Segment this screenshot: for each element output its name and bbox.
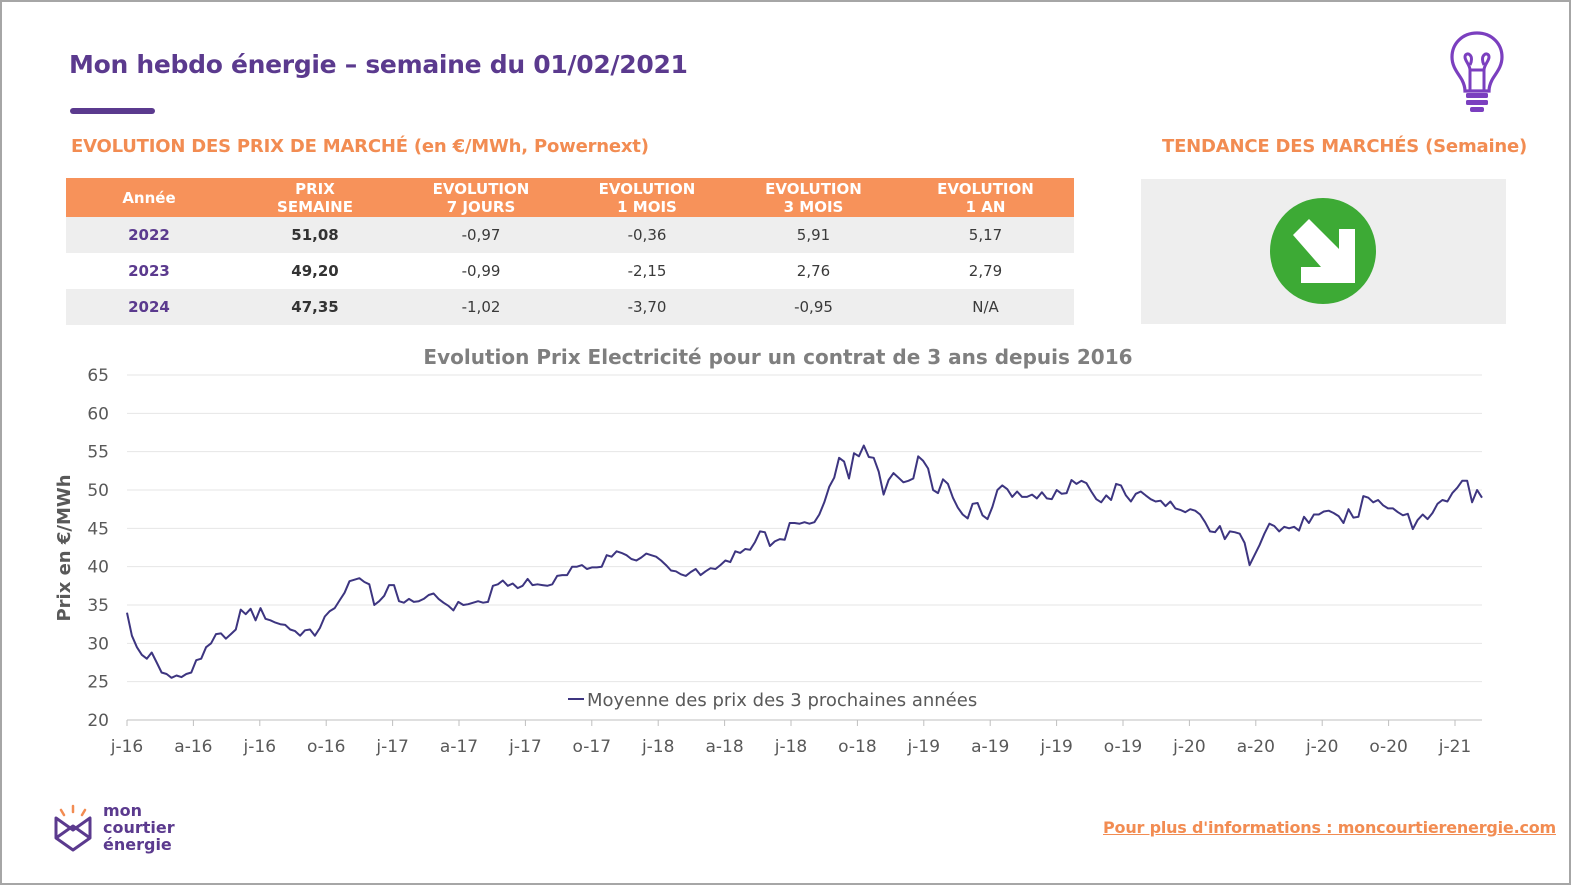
table-row: 2023 49,20 -0,99 -2,15 2,76 2,79 — [66, 253, 1074, 289]
chart-x-axis: j-16 a-16 j-16 o-16 j-17 a-17 j-17 o-17 j-18 a-18… — [110, 719, 1482, 757]
x-tick-label: a-17 — [440, 737, 478, 757]
market-prices-heading-light: (en €/MWh, Powernext) — [413, 136, 649, 157]
cell-evolution-1-year: N/A — [897, 289, 1074, 325]
series-line — [126, 444, 1483, 679]
x-tick-label: j-19 — [907, 737, 941, 757]
col-header-7-days: EVOLUTION 7 JOURS — [398, 178, 564, 217]
y-tick-label: 20 — [87, 711, 109, 731]
cell-evolution-1-year: 5,17 — [897, 217, 1074, 253]
x-tick-label: a-16 — [174, 737, 212, 757]
table-header-row: Année PRIX SEMAINE EVOLUTION 7 JOURS EVOLU… — [66, 178, 1074, 217]
y-tick-label: 45 — [87, 519, 109, 539]
cell-evolution-3-months: 2,76 — [730, 253, 897, 289]
cell-evolution-7-days: -0,99 — [398, 253, 564, 289]
trend-panel — [1141, 179, 1506, 324]
cell-evolution-1-month: -2,15 — [564, 253, 730, 289]
chart-y-axis-label: Prix en €/MWh — [54, 474, 75, 621]
chart-y-tick-labels: 20 25 30 35 40 45 50 55 60 65 — [87, 366, 109, 731]
y-tick-label: 50 — [87, 481, 109, 501]
cell-price: 51,08 — [232, 217, 398, 253]
x-tick-label: j-17 — [375, 737, 409, 757]
y-tick-label: 55 — [87, 443, 109, 463]
cell-evolution-3-months: -0,95 — [730, 289, 897, 325]
trend-heading: TENDANCE DES MARCHÉS (Semaine) — [1162, 136, 1527, 157]
legend-label: Moyenne des prix des 3 prochaines années — [587, 690, 977, 711]
y-tick-label: 25 — [87, 673, 109, 693]
x-tick-label: o-17 — [573, 737, 611, 757]
cell-evolution-1-year: 2,79 — [897, 253, 1074, 289]
brand-name: mon courtier énergie — [103, 802, 175, 853]
down-right-arrow-icon — [1270, 198, 1376, 304]
market-prices-table: Année PRIX SEMAINE EVOLUTION 7 JOURS EVOLU… — [66, 178, 1074, 325]
brand-line-1: mon — [103, 801, 143, 820]
x-tick-label: j-19 — [1039, 737, 1073, 757]
x-tick-label: o-19 — [1104, 737, 1142, 757]
x-tick-label: a-20 — [1237, 737, 1275, 757]
y-tick-label: 60 — [87, 404, 109, 424]
cell-evolution-1-month: -0,36 — [564, 217, 730, 253]
trend-heading-strong: TENDANCE DES MARCHÉS — [1162, 136, 1420, 157]
more-info-link[interactable]: Pour plus d'informations : moncourtieren… — [1103, 818, 1556, 837]
chart-title: Evolution Prix Electricité pour un contr… — [423, 345, 1132, 369]
cell-price: 47,35 — [232, 289, 398, 325]
y-tick-label: 65 — [87, 366, 109, 386]
brand-logo-icon — [54, 804, 92, 852]
col-header-1-year: EVOLUTION 1 AN — [897, 178, 1074, 217]
brand-line-3: énergie — [103, 835, 172, 854]
col-header-year: Année — [66, 178, 232, 217]
price-chart: Evolution Prix Electricité pour un contr… — [54, 345, 1483, 757]
col-header-3-months: EVOLUTION 3 MOIS — [730, 178, 897, 217]
x-tick-label: j-21 — [1438, 737, 1472, 757]
col-header-price: PRIX SEMAINE — [232, 178, 398, 217]
cell-evolution-1-month: -3,70 — [564, 289, 730, 325]
brand-line-2: courtier — [103, 818, 175, 837]
x-tick-label: j-17 — [508, 737, 542, 757]
x-tick-label: j-20 — [1305, 737, 1339, 757]
cell-evolution-7-days: -0,97 — [398, 217, 564, 253]
market-prices-heading: EVOLUTION DES PRIX DE MARCHÉ (en €/MWh, … — [71, 136, 649, 157]
cell-price: 49,20 — [232, 253, 398, 289]
table-row: 2022 51,08 -0,97 -0,36 5,91 5,17 — [66, 217, 1074, 253]
cell-evolution-7-days: -1,02 — [398, 289, 564, 325]
chart-legend: Moyenne des prix des 3 prochaines années — [568, 690, 977, 711]
x-tick-label: a-18 — [706, 737, 744, 757]
y-tick-label: 30 — [87, 634, 109, 654]
cell-year: 2024 — [66, 289, 232, 325]
x-tick-label: j-20 — [1172, 737, 1206, 757]
x-tick-label: j-16 — [243, 737, 277, 757]
x-tick-label: a-19 — [971, 737, 1009, 757]
chart-gridlines — [127, 374, 1482, 683]
x-tick-label: o-18 — [838, 737, 876, 757]
chart-series — [126, 444, 1483, 679]
col-header-1-month: EVOLUTION 1 MOIS — [564, 178, 730, 217]
cell-year: 2023 — [66, 253, 232, 289]
market-prices-heading-strong: EVOLUTION DES PRIX DE MARCHÉ — [71, 136, 408, 157]
trend-heading-light: (Semaine) — [1425, 136, 1528, 157]
page-title: Mon hebdo énergie – semaine du 01/02/202… — [69, 50, 688, 79]
x-tick-label: o-16 — [307, 737, 345, 757]
table-row: 2024 47,35 -1,02 -3,70 -0,95 N/A — [66, 289, 1074, 325]
x-tick-label: j-16 — [110, 737, 144, 757]
cell-year: 2022 — [66, 217, 232, 253]
y-tick-label: 40 — [87, 558, 109, 578]
title-underline — [70, 108, 155, 114]
x-tick-label: j-18 — [641, 737, 675, 757]
y-tick-label: 35 — [87, 596, 109, 616]
cell-evolution-3-months: 5,91 — [730, 217, 897, 253]
lightbulb-icon — [1450, 31, 1504, 112]
x-tick-label: o-20 — [1369, 737, 1407, 757]
x-tick-label: j-18 — [774, 737, 808, 757]
